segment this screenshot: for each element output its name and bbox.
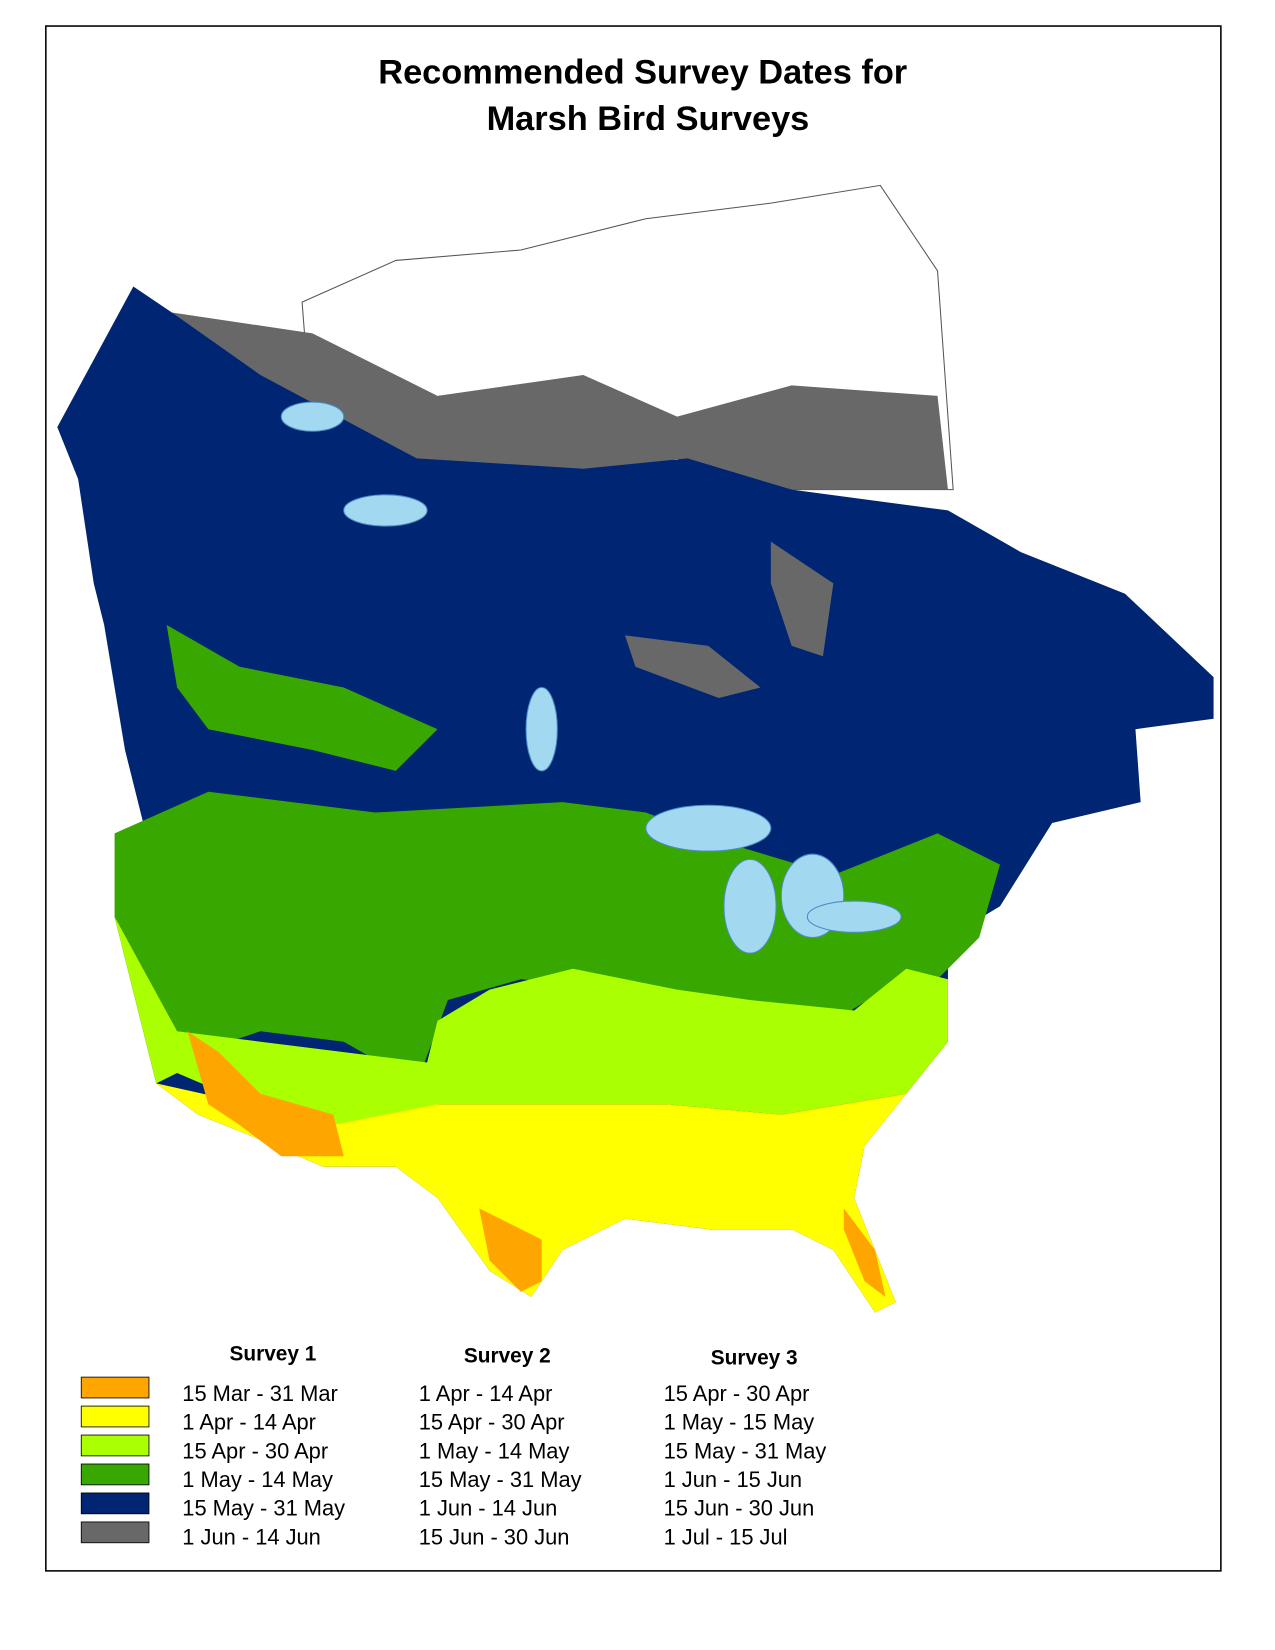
survey-date: 1 May - 14 May xyxy=(182,1467,333,1492)
survey-date: 15 Jun - 30 Jun xyxy=(419,1524,570,1549)
survey-date: 15 Apr - 30 Apr xyxy=(664,1381,810,1406)
survey-date: 15 Apr - 30 Apr xyxy=(419,1410,565,1435)
lake xyxy=(645,804,772,852)
map-layout: Recommended Survey Dates for Marsh Bird … xyxy=(45,25,1222,1572)
survey-heading: Survey 1 xyxy=(230,1342,317,1365)
survey-date: 15 Jun - 30 Jun xyxy=(664,1496,815,1521)
survey-date: 1 Apr - 14 Apr xyxy=(182,1410,316,1435)
survey-date: 1 May - 15 May xyxy=(664,1410,815,1435)
zone-late-mar xyxy=(843,1208,886,1297)
survey-date: 15 Mar - 31 Mar xyxy=(182,1381,337,1406)
legend-swatch xyxy=(80,1434,150,1457)
zone-late-mar xyxy=(187,1031,344,1157)
lakes xyxy=(280,401,902,954)
lake xyxy=(525,687,558,772)
zone-early-may xyxy=(114,791,1001,1084)
map xyxy=(57,184,1214,1313)
survey-date: 1 May - 14 May xyxy=(419,1438,570,1463)
zone-late-mar xyxy=(479,1208,542,1292)
survey-heading: Survey 2 xyxy=(464,1345,551,1368)
lake xyxy=(343,494,428,527)
zone-late-apr xyxy=(114,916,948,1146)
survey-date: 15 May - 31 May xyxy=(664,1438,827,1463)
legend-swatch xyxy=(80,1521,150,1544)
title-line: Marsh Bird Surveys xyxy=(487,100,810,138)
survey-heading: Survey 3 xyxy=(711,1347,798,1370)
lake xyxy=(806,900,902,933)
survey-date: 1 Jul - 15 Jul xyxy=(664,1524,788,1549)
zone-early-apr xyxy=(156,1083,907,1313)
legend-swatch xyxy=(80,1463,150,1486)
zone-jun xyxy=(770,541,834,657)
legend-swatch xyxy=(80,1405,150,1428)
lake xyxy=(723,858,777,954)
legend-swatch xyxy=(80,1492,150,1515)
title-line: Recommended Survey Dates for xyxy=(378,53,907,91)
survey-date: 15 May - 31 May xyxy=(182,1496,345,1521)
legend: Survey 1 15 Mar - 31 Mar 1 Apr - 14 Apr 15 … xyxy=(80,1342,827,1549)
survey-date: 15 May - 31 May xyxy=(419,1467,582,1492)
survey-date: 15 Apr - 30 Apr xyxy=(182,1438,328,1463)
survey-date: 1 Jun - 15 Jun xyxy=(664,1467,803,1492)
legend-swatch xyxy=(80,1376,150,1399)
survey-date: 1 Jun - 14 Jun xyxy=(419,1496,558,1521)
survey-date: 1 Jun - 14 Jun xyxy=(182,1524,321,1549)
lake xyxy=(280,401,345,432)
zone-jun xyxy=(625,635,761,698)
survey-date: 1 Apr - 14 Apr xyxy=(419,1381,553,1406)
